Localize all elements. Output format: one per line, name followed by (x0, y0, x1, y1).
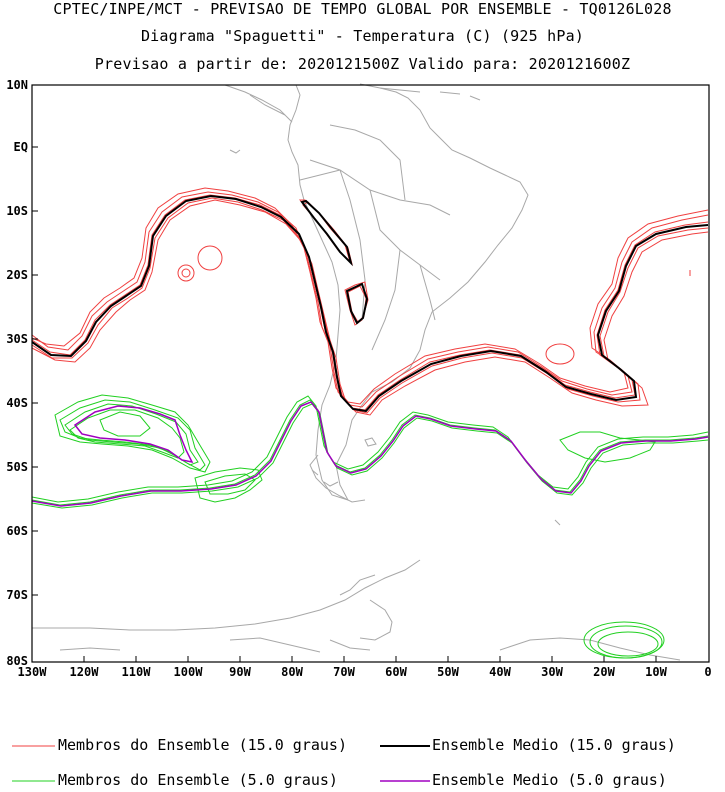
coastlines (32, 83, 681, 661)
lon-label-0: 0 (704, 665, 712, 679)
legend-mean-5: Ensemble Medio (5.0 graus) (432, 771, 667, 789)
lon-label-100w: 100W (173, 665, 203, 679)
lon-label-20w: 20W (593, 665, 615, 679)
legend-members-15: Membros do Ensemble (15.0 graus) (58, 736, 347, 754)
mean-15-contour (31, 194, 709, 413)
title-line-2: Diagrama "Spaguetti" - Temperatura (C) (… (140, 27, 585, 45)
axis-ticks (32, 84, 657, 662)
lat-label-50s: 50S (6, 460, 28, 474)
lon-label-80w: 80W (281, 665, 303, 679)
legend-mean-15: Ensemble Medio (15.0 graus) (432, 736, 676, 754)
members-5-contours (31, 394, 709, 659)
title-line-1: CPTEC/INPE/MCT - PREVISAO DE TEMPO GLOBA… (53, 0, 672, 18)
lat-label-70s: 70S (6, 588, 28, 602)
lon-label-40w: 40W (489, 665, 511, 679)
lon-label-30w: 30W (541, 665, 563, 679)
lon-label-60w: 60W (385, 665, 407, 679)
members-15-contours (31, 187, 709, 416)
lat-label-10s: 10S (6, 204, 28, 218)
lon-label-10w: 10W (645, 665, 667, 679)
lat-label-60s: 60S (6, 524, 28, 538)
lon-label-130w: 130W (17, 665, 47, 679)
lon-label-120w: 120W (69, 665, 99, 679)
lat-label-20s: 20S (6, 268, 28, 282)
lat-label-eq: EQ (13, 140, 28, 154)
map-frame (31, 84, 710, 663)
lon-label-50w: 50W (437, 665, 459, 679)
title-line-3: Previsao a partir de: 2020121500Z Valido… (94, 55, 631, 73)
lat-label-40s: 40S (6, 396, 28, 410)
lon-label-70w: 70W (333, 665, 355, 679)
mean-5-contour (31, 401, 709, 507)
lat-label-80s: 80S (6, 654, 28, 668)
lat-label-10n: 10N (6, 78, 28, 92)
lon-label-110w: 110W (121, 665, 151, 679)
lon-label-90w: 90W (229, 665, 251, 679)
lat-label-30s: 30S (6, 332, 28, 346)
legend-members-5: Membros do Ensemble (5.0 graus) (58, 771, 338, 789)
